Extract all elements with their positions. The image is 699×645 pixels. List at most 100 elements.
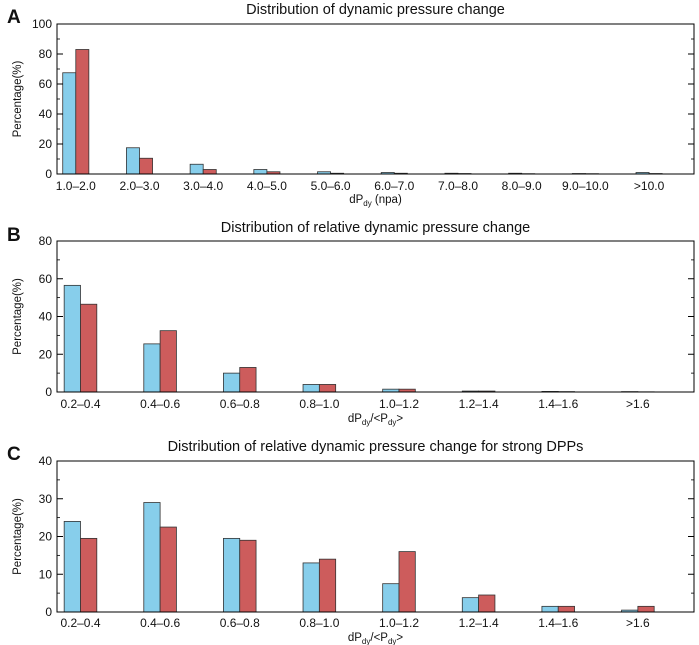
bar-series2-1 — [80, 537, 98, 613]
y-tick-label: 0 — [45, 385, 52, 399]
x-axis-label-main: dP — [348, 413, 362, 425]
x-axis-label-main: dP — [349, 194, 363, 206]
y-tick-label: 20 — [39, 137, 53, 151]
bar-series2-3 — [239, 367, 257, 393]
x-tick-label: 0.2–0.4 — [60, 397, 100, 411]
bar-series1-2 — [143, 343, 161, 393]
x-tick-label: 0.8–1.0 — [299, 616, 339, 630]
bar-series2-2 — [159, 330, 177, 393]
x-tick-label: 0.6–0.8 — [220, 616, 260, 630]
bar-series2-8 — [637, 605, 655, 613]
x-tick-label: >1.6 — [626, 397, 650, 411]
y-tick-label: 60 — [39, 77, 53, 91]
bar-series1-2 — [143, 502, 161, 613]
panel-letter: C — [7, 444, 21, 465]
x-tick-label: 7.0–8.0 — [438, 179, 478, 193]
plot-frame — [56, 23, 695, 175]
bar-series1-3 — [223, 372, 241, 393]
y-tick-label: 100 — [32, 17, 52, 31]
x-tick-label: 8.0–9.0 — [502, 179, 542, 193]
x-tick-label: 6.0–7.0 — [374, 179, 414, 193]
x-tick-label: 3.0–4.0 — [183, 179, 223, 193]
panel-letter: A — [7, 7, 21, 28]
x-tick-label: 0.4–0.6 — [140, 397, 180, 411]
y-tick-label: 40 — [39, 107, 53, 121]
bar-series2-4 — [318, 384, 337, 393]
panel-letter: B — [7, 225, 21, 246]
bar-series2-2 — [139, 157, 153, 175]
y-tick-label: 10 — [39, 567, 53, 581]
y-tick-label: 80 — [39, 47, 53, 61]
bar-series2-6 — [478, 594, 496, 613]
x-tick-label: 0.6–0.8 — [220, 397, 260, 411]
bar-series2-1 — [75, 49, 90, 175]
x-axis-label-sub: dy — [363, 199, 371, 208]
x-axis-label-sub2: dy — [388, 418, 396, 427]
panel-c: C Distribution of relative dynamic pressu… — [7, 439, 695, 645]
x-axis-label: dPdy/<Pdy> — [348, 632, 404, 645]
bar-series2-1 — [80, 303, 98, 393]
y-tick-label: 80 — [39, 234, 53, 248]
bar-series1-1 — [63, 284, 81, 393]
y-tick-label: 20 — [39, 347, 53, 361]
y-axis-label: Percentage(%) — [12, 278, 24, 355]
x-tick-label: 1.2–1.4 — [459, 397, 499, 411]
x-tick-label: 1.0–1.2 — [379, 397, 419, 411]
x-tick-label: >10.0 — [634, 179, 665, 193]
x-tick-label: 1.2–1.4 — [459, 616, 499, 630]
bar-series1-6 — [461, 597, 480, 613]
bar-series1-4 — [253, 169, 268, 175]
x-tick-label: 0.8–1.0 — [299, 397, 339, 411]
x-tick-label: 1.4–1.6 — [538, 616, 578, 630]
bar-series1-1 — [63, 521, 81, 613]
x-axis-label-sub: dy — [362, 418, 370, 427]
bar-series2-3 — [202, 169, 217, 175]
y-tick-label: 20 — [39, 530, 53, 544]
x-tick-label: 9.0–10.0 — [562, 179, 609, 193]
bar-series1-5 — [382, 583, 400, 613]
panel-a: A Distribution of dynamic pressure change… — [7, 2, 695, 208]
x-axis-label-mid: /<P — [370, 413, 388, 425]
x-axis-label-sub2: dy — [388, 637, 396, 645]
bar-series2-2 — [159, 526, 177, 613]
x-tick-label: 5.0–6.0 — [311, 179, 351, 193]
bar-series1-3 — [223, 537, 241, 613]
x-tick-label: 1.0–2.0 — [56, 179, 96, 193]
x-axis-label-end: > — [396, 632, 403, 644]
y-tick-label: 0 — [45, 605, 52, 619]
x-tick-label: 0.2–0.4 — [60, 616, 100, 630]
bar-series2-3 — [239, 539, 257, 613]
bar-series1-1 — [62, 72, 77, 175]
bar-series2-4 — [318, 558, 337, 613]
y-tick-label: 40 — [39, 454, 53, 468]
x-axis-label: dPdy/<Pdy> — [348, 413, 404, 427]
x-tick-label: 4.0–5.0 — [247, 179, 287, 193]
x-axis-label-suffix: (npa) — [372, 194, 402, 206]
bar-series1-4 — [302, 384, 320, 393]
y-tick-label: 40 — [39, 310, 53, 324]
y-axis-label: Percentage(%) — [12, 60, 24, 137]
bar-series1-2 — [126, 147, 140, 175]
chart-title: Distribution of dynamic pressure change — [246, 2, 505, 18]
y-axis-label: Percentage(%) — [12, 498, 24, 575]
x-tick-label: 2.0–3.0 — [119, 179, 159, 193]
chart-title: Distribution of relative dynamic pressur… — [221, 220, 530, 236]
bar-series1-4 — [302, 562, 320, 613]
chart-title: Distribution of relative dynamic pressur… — [168, 439, 584, 455]
x-tick-label: 1.4–1.6 — [538, 397, 578, 411]
bar-series1-7 — [541, 605, 559, 613]
panel-b: B Distribution of relative dynamic pressu… — [7, 220, 695, 427]
y-tick-label: 60 — [39, 272, 53, 286]
x-axis-label-end: > — [396, 413, 403, 425]
x-axis-label-sub: dy — [362, 637, 370, 645]
x-axis-label-main: dP — [348, 632, 362, 644]
bar-series2-7 — [557, 605, 575, 613]
bar-series1-3 — [189, 163, 204, 175]
x-axis-label: dPdy (npa) — [349, 194, 402, 208]
y-tick-label: 0 — [45, 167, 52, 181]
x-tick-label: >1.6 — [626, 616, 650, 630]
y-tick-label: 30 — [39, 492, 53, 506]
x-tick-label: 1.0–1.2 — [379, 616, 419, 630]
bar-series2-5 — [398, 551, 416, 613]
